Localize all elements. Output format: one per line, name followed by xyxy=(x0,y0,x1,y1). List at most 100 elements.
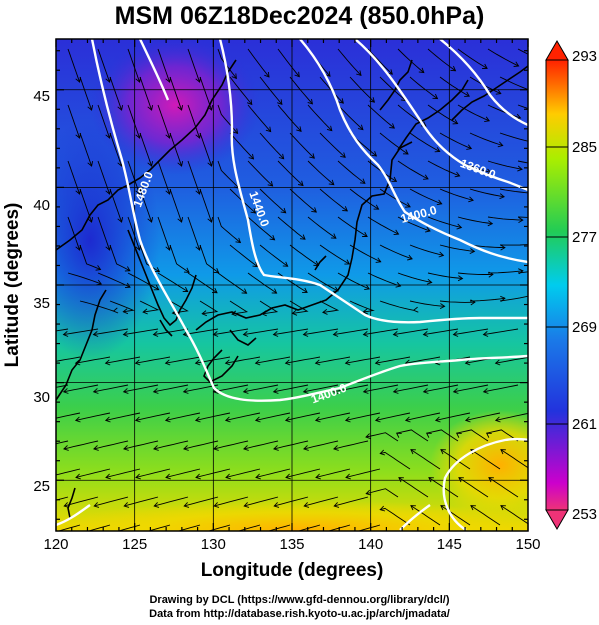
streamline-arrow xyxy=(224,416,231,423)
streamline-arrow xyxy=(112,307,119,314)
streamline xyxy=(439,188,474,201)
streamline-arrow xyxy=(134,416,141,423)
streamline-arrow xyxy=(303,445,309,451)
warm-core xyxy=(430,410,528,520)
streamline-arrow xyxy=(499,193,505,200)
streamline xyxy=(67,104,81,139)
streamline xyxy=(67,160,81,195)
streamline xyxy=(157,48,171,83)
height-contour xyxy=(90,39,528,402)
streamline-arrow xyxy=(273,502,280,508)
streamline xyxy=(123,384,159,393)
streamline xyxy=(187,48,201,83)
coastline xyxy=(451,65,528,121)
y-tick-label: 25 xyxy=(33,478,50,495)
streamline-arrow xyxy=(271,288,278,294)
streamline xyxy=(289,132,315,159)
streamline-arrow xyxy=(46,360,51,365)
streamline xyxy=(307,104,333,131)
streamline-arrow xyxy=(93,445,99,451)
streamline-arrow xyxy=(379,505,386,512)
streamline xyxy=(303,440,339,450)
streamline xyxy=(303,384,339,393)
streamline-arrow xyxy=(495,89,502,95)
streamline xyxy=(225,356,261,364)
streamline-arrow xyxy=(105,473,111,480)
streamline xyxy=(379,244,413,260)
streamline xyxy=(319,132,346,158)
streamline xyxy=(439,76,470,97)
streamline xyxy=(153,328,189,336)
streamline-arrow xyxy=(213,445,219,451)
streamline xyxy=(93,384,129,393)
y-tick-label: 45 xyxy=(33,88,50,105)
height-contour xyxy=(56,504,91,527)
streamline-arrow xyxy=(410,505,416,511)
streamline xyxy=(349,188,379,210)
streamline-arrow xyxy=(235,237,242,244)
streamline-arrow xyxy=(454,171,461,178)
streamline xyxy=(243,440,279,450)
streamline-arrow xyxy=(123,502,130,508)
streamline-arrow xyxy=(282,261,289,267)
streamline-arrow xyxy=(440,505,446,511)
streamline xyxy=(259,76,283,105)
streamline-arrow xyxy=(194,359,201,366)
streamline-arrow xyxy=(338,98,344,104)
streamline xyxy=(259,244,288,267)
streamline xyxy=(153,440,189,450)
streamline-arrow xyxy=(452,388,459,394)
streamline-arrow xyxy=(500,449,506,455)
streamline xyxy=(486,429,519,442)
streamline xyxy=(440,449,471,470)
credit-drawing: Drawing by DCL (https://www.gfd-dennou.o… xyxy=(149,594,450,606)
streamline-arrow xyxy=(438,251,445,258)
streamline xyxy=(123,328,159,336)
streamline xyxy=(337,104,364,130)
streamline-arrow xyxy=(87,105,94,111)
streamline-arrow xyxy=(365,489,372,496)
streamline-arrow xyxy=(299,234,306,240)
streamline xyxy=(345,356,381,364)
streamline-arrow xyxy=(311,207,317,213)
streamline xyxy=(109,76,123,111)
streamline-arrow xyxy=(75,473,81,480)
colorbar: 293 285 277 269 261 253 xyxy=(545,40,597,530)
streamline xyxy=(139,132,153,167)
streamline xyxy=(56,384,69,388)
streamline-arrow xyxy=(344,359,351,366)
streamline xyxy=(247,272,277,294)
streamline-arrow xyxy=(213,502,220,508)
streamline-arrow xyxy=(63,502,70,508)
streamline xyxy=(517,48,528,55)
streamline xyxy=(337,48,362,76)
streamline-arrow xyxy=(422,388,429,394)
streamline-arrow xyxy=(405,202,411,208)
streamline xyxy=(410,449,441,470)
streamline xyxy=(229,244,258,267)
streamline-arrow xyxy=(124,266,131,272)
streamline-arrow xyxy=(422,331,429,337)
y-tick-label: 40 xyxy=(33,197,50,214)
streamline xyxy=(397,272,432,283)
streamline-arrow xyxy=(194,416,201,423)
streamline xyxy=(439,300,475,303)
streamline xyxy=(315,468,351,478)
streamline xyxy=(409,244,444,256)
streamline-arrow xyxy=(423,174,429,180)
streamline xyxy=(247,48,270,78)
streamline xyxy=(398,477,429,498)
streamline xyxy=(139,188,153,223)
streamline-arrow xyxy=(272,388,279,394)
streamline xyxy=(135,356,171,364)
y-axis-title: Latitude (degrees) xyxy=(2,203,23,368)
streamline-arrow xyxy=(500,244,506,251)
streamline-arrow xyxy=(273,445,279,451)
streamline xyxy=(410,505,441,526)
streamline-arrow xyxy=(34,502,39,507)
x-tick-label: 135 xyxy=(279,536,304,553)
streamline-arrow xyxy=(436,199,443,206)
streamline-arrow xyxy=(92,388,99,394)
streamline-arrow xyxy=(497,141,504,148)
streamline xyxy=(315,412,351,421)
